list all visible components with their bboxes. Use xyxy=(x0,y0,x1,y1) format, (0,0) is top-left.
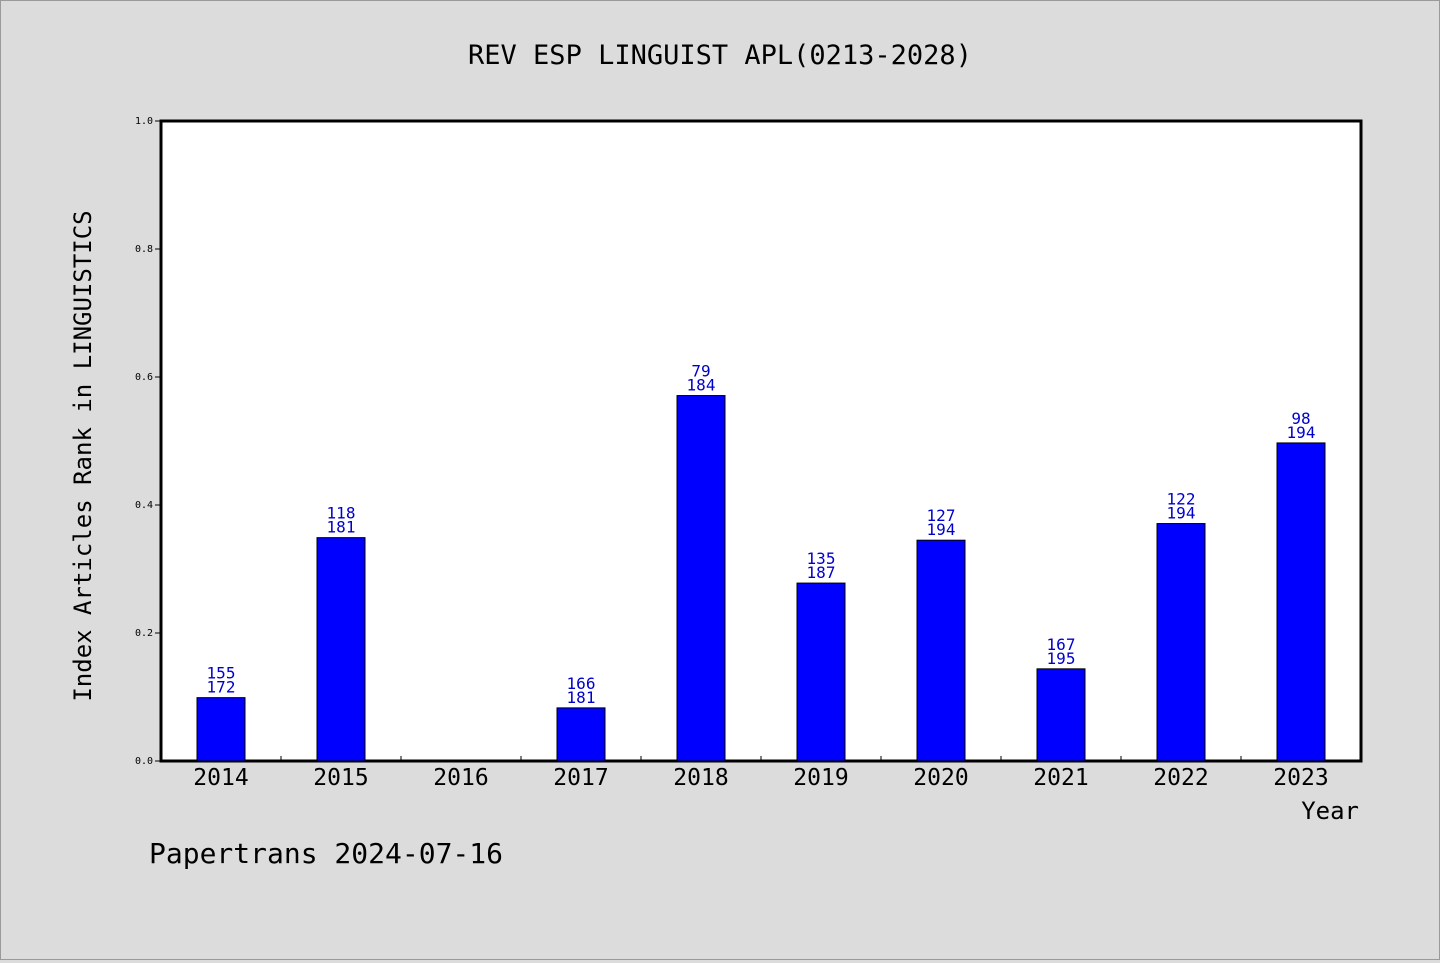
bar-label-bottom: 172 xyxy=(207,678,236,697)
bar-label-top: 155 xyxy=(207,664,236,683)
x-tick-label: 2023 xyxy=(1273,765,1328,791)
x-axis-label: Year xyxy=(1301,797,1359,825)
bar-label-top: 118 xyxy=(327,504,356,523)
bar-2022 xyxy=(1156,523,1206,762)
bar-label-top: 167 xyxy=(1047,635,1076,654)
bar-label-bottom: 195 xyxy=(1047,649,1076,668)
bar-label-top: 166 xyxy=(567,674,596,693)
x-tick-label: 2022 xyxy=(1153,765,1208,791)
bar-label-bottom: 181 xyxy=(327,518,356,537)
bar-label-top: 127 xyxy=(927,506,956,525)
x-axis: 2014 2015 2016 2017 2018 2019 2020 2021 2022 2023 xyxy=(193,756,1329,791)
x-tick-label: 2017 xyxy=(553,765,608,791)
bar-2021 xyxy=(1036,668,1086,762)
bar-label-bottom: 194 xyxy=(1287,423,1316,442)
bar-label-bottom: 181 xyxy=(567,688,596,707)
bar-label-top: 98 xyxy=(1291,409,1310,428)
x-tick-label: 2018 xyxy=(673,765,728,791)
chart-title: REV ESP LINGUIST APL(0213-2028) xyxy=(468,40,972,71)
bar-2020 xyxy=(916,539,966,762)
x-tick-label: 2016 xyxy=(433,765,488,791)
x-tick-label: 2015 xyxy=(313,765,368,791)
bar-2017 xyxy=(556,707,606,762)
bars-group xyxy=(196,395,1326,762)
bar-2023 xyxy=(1276,442,1326,762)
y-axis: 0.0 0.2 0.4 0.6 0.8 1.0 xyxy=(135,116,161,767)
x-tick-label: 2019 xyxy=(793,765,848,791)
y-tick-label: 0.8 xyxy=(135,244,153,255)
y-tick-label: 0.6 xyxy=(135,372,153,383)
y-tick-label: 0.4 xyxy=(135,500,153,511)
y-axis-label: Index Articles Rank in LINGUISTICS xyxy=(69,210,97,701)
y-tick-label: 1.0 xyxy=(135,116,153,127)
bar-label-bottom: 187 xyxy=(807,563,836,582)
bar-2015 xyxy=(316,537,366,762)
x-tick-label: 2020 xyxy=(913,765,968,791)
x-tick-label: 2021 xyxy=(1033,765,1088,791)
y-tick-label: 0.2 xyxy=(135,628,153,639)
footer-credit: Papertrans 2024-07-16 xyxy=(149,837,503,870)
bar-2018 xyxy=(676,395,726,762)
bar-2019 xyxy=(796,582,846,762)
y-tick-label: 0.0 xyxy=(135,756,153,767)
bar-label-top: 79 xyxy=(691,362,710,381)
bar-label-top: 135 xyxy=(807,549,836,568)
x-tick-label: 2014 xyxy=(193,765,248,791)
bar-2014 xyxy=(196,697,246,762)
bar-labels-group: 1551721181811661817918413518712719416719… xyxy=(207,362,1316,707)
bar-label-bottom: 184 xyxy=(687,376,716,395)
bar-label-top: 122 xyxy=(1167,490,1196,509)
bar-label-bottom: 194 xyxy=(927,520,956,539)
bar-label-bottom: 194 xyxy=(1167,504,1196,523)
